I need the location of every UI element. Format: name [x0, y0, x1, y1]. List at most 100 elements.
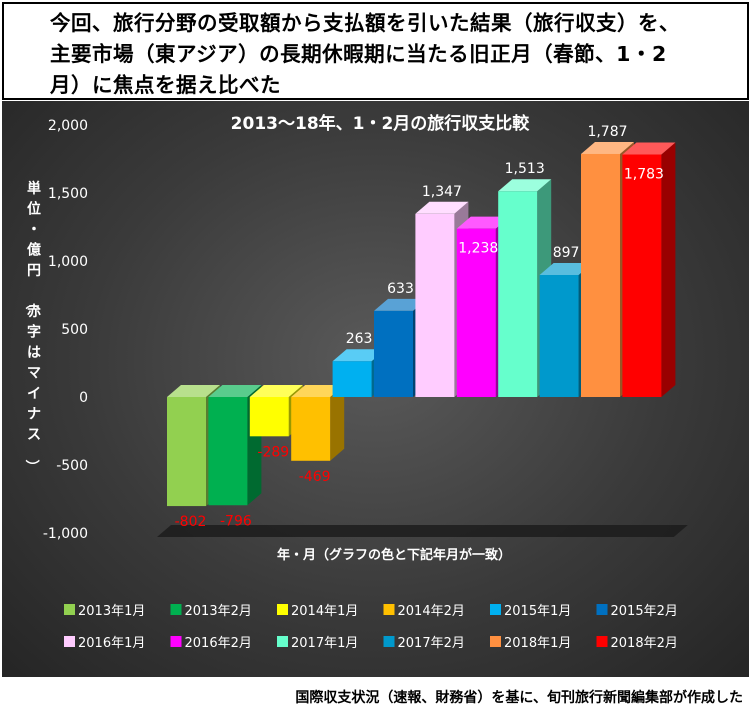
bar-top: [415, 201, 469, 214]
y-tick-label: 1,500: [48, 186, 88, 202]
y-axis-title-char: イ: [27, 386, 41, 402]
legend-label: 2015年1月: [504, 604, 571, 619]
legend-swatch: [490, 636, 501, 647]
chart-floor-plane: [157, 525, 688, 537]
chart-svg: -1,000 -500 0 500 1,000 1,500 2,000 -802 -796 -2…: [23, 113, 688, 651]
y-tick-label: 0: [79, 390, 88, 406]
data-label: 1,513: [505, 161, 545, 177]
data-label: 1,783: [624, 167, 664, 183]
bar-top: [167, 385, 220, 397]
legend-label: 2013年2月: [185, 604, 252, 619]
bar-top: [332, 349, 386, 362]
data-label: 1,238: [458, 241, 498, 257]
y-tick-label: 2,000: [48, 118, 88, 134]
y-axis-title-char: 赤: [27, 304, 41, 320]
bar-front: [208, 397, 248, 506]
bar-front: [456, 228, 496, 397]
legend-item: 2014年2月: [383, 604, 465, 619]
y-axis-title: 単位・億円 （赤字はマイナス ）: [23, 180, 41, 474]
data-label-group: -802 -796 -289 -469 263 633 1,347 1,238 1,513 897…: [175, 124, 664, 530]
bar-front: [539, 275, 579, 397]
legend-item: 2016年1月: [64, 636, 145, 651]
x-axis-title: 年・月（グラフの色と下記年月が一致）: [277, 547, 511, 563]
legend-item: 2015年1月: [490, 604, 571, 619]
legend-item: 2017年2月: [383, 636, 465, 651]
data-label: 1,347: [422, 184, 462, 200]
legend-item: 2014年1月: [277, 604, 358, 619]
chart-panel: -1,000 -500 0 500 1,000 1,500 2,000 -802 -796 -2…: [2, 101, 749, 677]
y-tick-label: -1,000: [43, 526, 88, 542]
legend-label: 2018年1月: [504, 636, 571, 651]
data-label: 633: [387, 281, 414, 297]
legend-item: 2017年1月: [277, 636, 358, 651]
bar-top: [291, 385, 345, 397]
y-axis-title-char: は: [27, 345, 41, 361]
legend-swatch: [277, 636, 288, 647]
bar-front: [291, 397, 331, 461]
bar-front: [622, 154, 662, 397]
legend-swatch: [64, 636, 75, 647]
y-tick-label: 1,000: [48, 254, 88, 270]
bar-top: [539, 263, 593, 276]
y-axis-title-char: 字: [27, 324, 41, 341]
bar-side: [330, 385, 345, 461]
legend-item: 2016年2月: [170, 636, 252, 651]
y-tick-label: 500: [61, 322, 88, 338]
legend-swatch: [383, 604, 395, 615]
data-label: 263: [346, 331, 373, 347]
legend-swatch: [170, 636, 182, 647]
legend-swatch: [596, 604, 608, 615]
y-axis-title-char: ナ: [27, 407, 41, 423]
footer-note: 国際収支状況（速報、財務省）を基に、旬刊旅行新聞編集部が作成した: [295, 690, 743, 706]
legend-label: 2014年2月: [398, 604, 465, 619]
bar-top: [581, 141, 634, 154]
legend-swatch: [596, 636, 608, 647]
bar-front: [332, 361, 372, 397]
bar-group: [167, 141, 676, 507]
chart-floor: [157, 525, 688, 537]
y-axis-title-char: ）: [23, 460, 39, 474]
legend-item: 2018年1月: [490, 636, 571, 651]
legend-item: 2013年2月: [170, 604, 252, 619]
bar-top: [498, 179, 552, 192]
bar-front: [415, 213, 455, 397]
bar-front: [249, 397, 289, 437]
legend: 2013年1月 2013年2月 2014年1月 2014年2月 2015年1月 2015年…: [64, 604, 678, 651]
bar-top: [249, 385, 303, 397]
headline-line-3: 月）に焦点を据え比べた: [50, 73, 281, 97]
bar-front: [581, 153, 620, 397]
legend-label: 2017年1月: [291, 636, 358, 651]
y-axis-title-char: 億: [27, 242, 41, 259]
data-label: 897: [553, 245, 580, 261]
y-axis: -1,000 -500 0 500 1,000 1,500 2,000: [43, 118, 88, 542]
legend-item: 2018年2月: [596, 636, 678, 651]
data-label: -469: [299, 469, 331, 485]
legend-label: 2018年2月: [611, 636, 678, 651]
legend-label: 2017年2月: [398, 636, 465, 651]
data-label: -796: [220, 513, 252, 529]
bar-front: [498, 191, 538, 397]
y-axis-title-char: 単: [27, 180, 41, 197]
legend-label: 2016年2月: [185, 636, 252, 651]
y-axis-title-char: マ: [27, 366, 41, 382]
legend-swatch: [277, 604, 288, 615]
y-axis-title-char: 円: [27, 263, 41, 279]
legend-item: 2013年1月: [64, 604, 145, 619]
bar-top: [456, 216, 510, 229]
y-axis-title-char: 位: [27, 201, 41, 218]
data-label: -802: [175, 514, 207, 530]
legend-label: 2016年1月: [78, 636, 145, 651]
data-label: 1,787: [587, 124, 627, 140]
legend-label: 2013年1月: [78, 604, 145, 619]
data-label: -289: [257, 444, 289, 460]
legend-label: 2015年2月: [611, 604, 678, 619]
legend-item: 2015年2月: [596, 604, 678, 619]
headline-line-1: 今回、旅行分野の受取額から支払額を引いた結果（旅行収支）を、: [50, 11, 680, 35]
legend-label: 2014年1月: [291, 604, 358, 619]
bar: [622, 142, 676, 397]
headline-box: 今回、旅行分野の受取額から支払額を引いた結果（旅行収支）を、 主要市場（東アジア…: [2, 2, 749, 100]
legend-swatch: [383, 636, 395, 647]
bar-top: [622, 142, 676, 155]
y-axis-title-char: ・: [27, 222, 41, 238]
chart-title: 2013～18年、1・2月の旅行収支比較: [231, 113, 531, 134]
